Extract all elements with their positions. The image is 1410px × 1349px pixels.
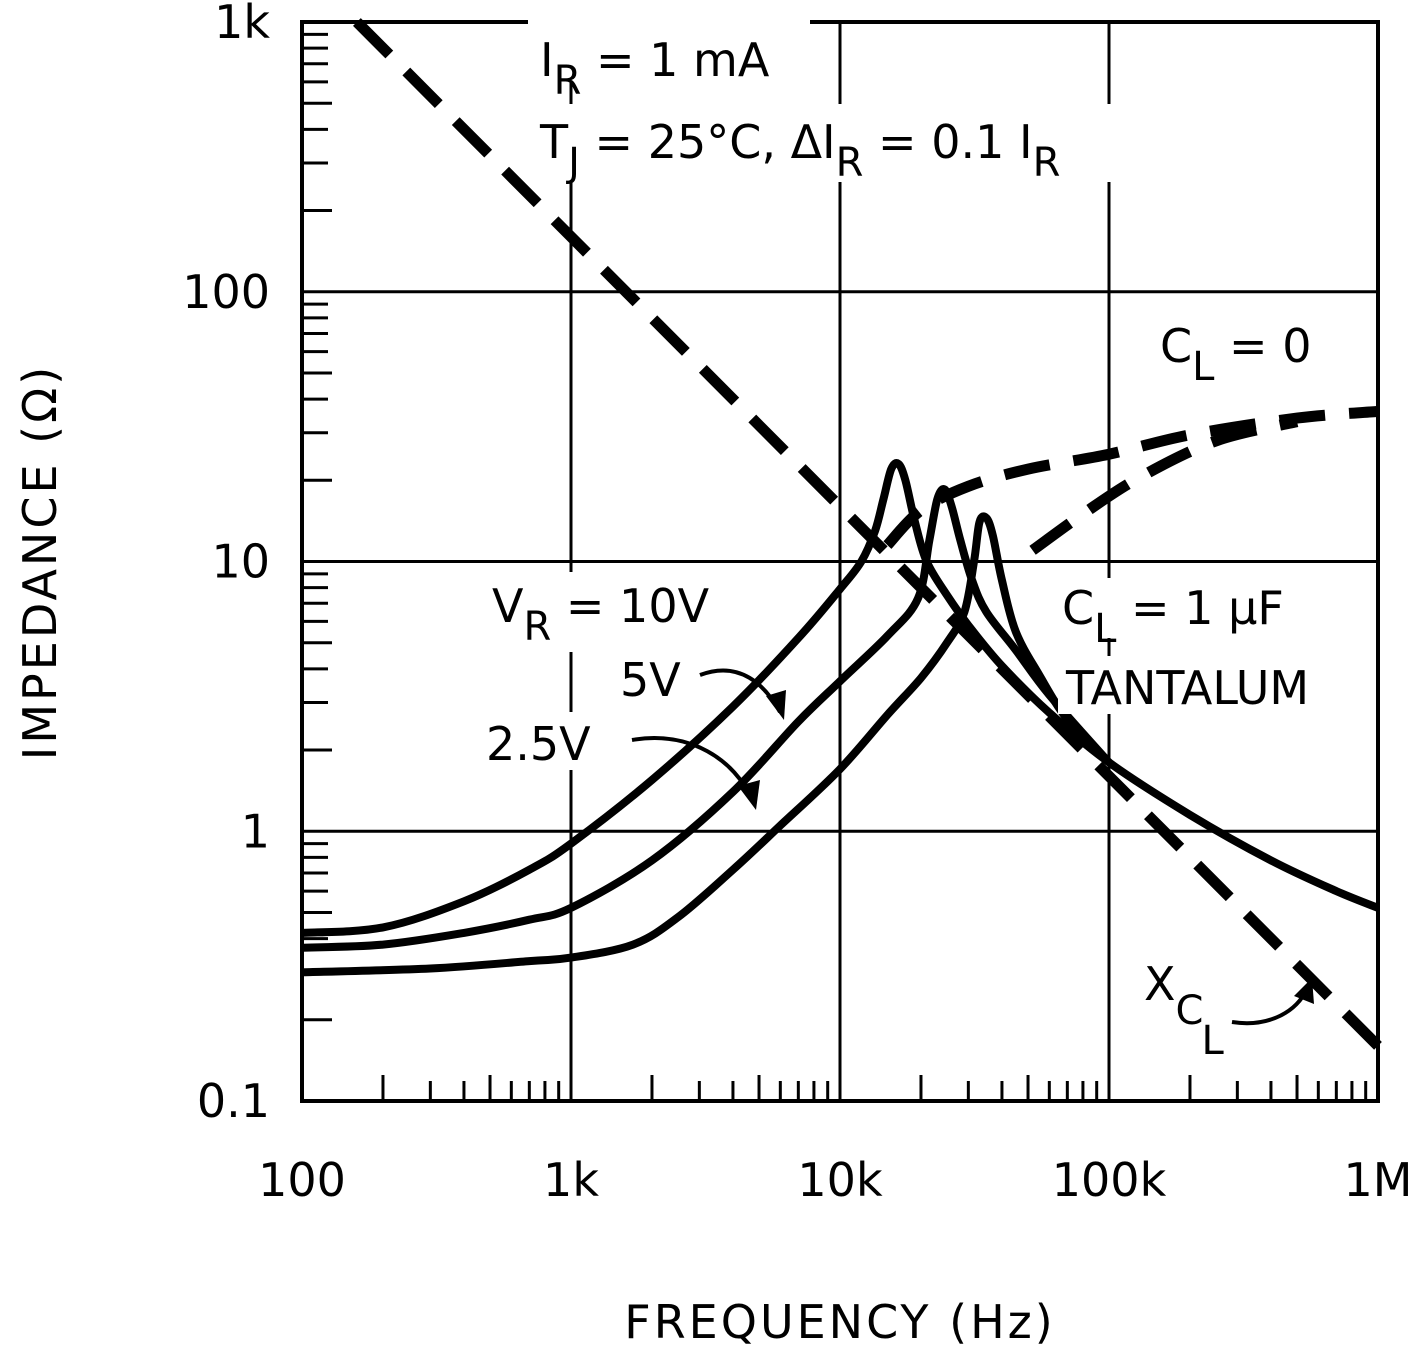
label-cl-1uf: CL = 1 µF	[1062, 581, 1284, 652]
x-tick-label: 100	[258, 1153, 346, 1207]
x-axis-title: FREQUENCY (Hz)	[624, 1295, 1056, 1349]
label-mask	[484, 712, 616, 770]
arrowhead-5v	[766, 690, 786, 720]
label-vr-10v: VR = 10V	[492, 579, 710, 650]
label-5v: 5V	[620, 653, 681, 707]
label-mask	[528, 20, 810, 82]
label-mask	[1142, 956, 1238, 1064]
arrowhead-2.5v	[738, 780, 760, 810]
series-line-2	[301, 512, 1112, 977]
label-cl-0: CL = 0	[1160, 319, 1311, 390]
series-line-3	[883, 405, 1379, 549]
condition-line-2: TJ = 25°C, ΔIR = 0.1 IR	[539, 115, 1060, 186]
label-tantalum: TANTALUM	[1065, 661, 1309, 715]
label-2.5v: 2.5V	[486, 717, 591, 771]
y-axis-title: IMPEDANCE (Ω)	[13, 364, 67, 760]
arrow-5v	[699, 668, 782, 713]
label-mask	[1058, 656, 1358, 714]
x-tick-label: 100k	[1052, 1153, 1167, 1207]
label-mask	[1152, 318, 1342, 392]
arrow-xcl	[1231, 989, 1308, 1026]
x-tick-label: 1k	[543, 1153, 599, 1207]
condition-line-1: IR = 1 mA	[540, 33, 770, 104]
label-xcl: XC L	[1144, 957, 1224, 1064]
series-group	[301, 18, 1382, 1050]
label-mask	[528, 104, 1188, 182]
x-tick-label: 1M	[1344, 1153, 1410, 1207]
y-tick-label: 10	[211, 535, 270, 589]
label-mask	[1058, 578, 1348, 638]
y-tick-label: 1k	[214, 0, 270, 49]
arrowhead-xcl	[1294, 978, 1314, 1004]
x-tick-label: 10k	[797, 1153, 883, 1207]
plot-frame	[300, 20, 1380, 1103]
y-tick-label: 1	[241, 804, 270, 858]
label-mask	[616, 648, 698, 706]
minor-ticks	[302, 32, 1368, 1101]
series-line-1	[301, 485, 1112, 952]
series-line-4	[1029, 416, 1299, 555]
label-mask	[488, 572, 750, 652]
tick-labels: 100 1k 10k 100k 1M 0.1 1 10 100 1k	[182, 0, 1410, 1207]
y-tick-label: 0.1	[197, 1074, 270, 1128]
series-line-5	[353, 18, 1382, 1050]
y-tick-label: 100	[182, 265, 270, 319]
